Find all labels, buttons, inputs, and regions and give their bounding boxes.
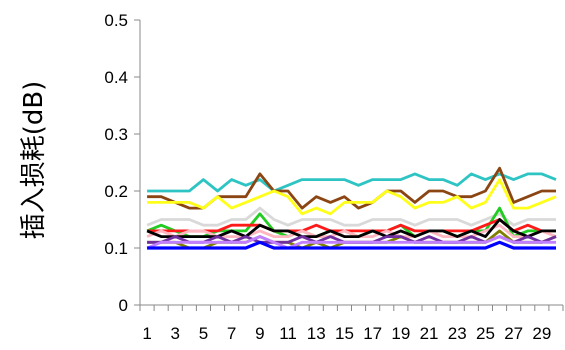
y-tick-label: 0.2 bbox=[104, 182, 128, 201]
x-tick-label: 15 bbox=[335, 324, 354, 343]
x-tick-label: 5 bbox=[199, 324, 208, 343]
x-tick-label: 23 bbox=[448, 324, 467, 343]
y-tick-label: 0 bbox=[119, 296, 128, 315]
x-tick-label: 17 bbox=[363, 324, 382, 343]
x-tick-label: 13 bbox=[307, 324, 326, 343]
x-tick-label: 11 bbox=[279, 324, 297, 343]
series-line-11 bbox=[146, 235, 556, 250]
x-tick-label: 27 bbox=[504, 324, 523, 343]
x-tick-label: 21 bbox=[420, 324, 439, 343]
series-line-1 bbox=[147, 172, 557, 193]
x-tick-label: 9 bbox=[255, 324, 264, 343]
x-tick-label: 29 bbox=[532, 324, 551, 343]
x-tick-label: 25 bbox=[476, 324, 495, 343]
y-tick-label: 0.5 bbox=[104, 11, 128, 30]
y-tick-label: 0.4 bbox=[104, 68, 128, 87]
series-line-6 bbox=[147, 218, 556, 233]
x-tick-label: 1 bbox=[142, 324, 151, 343]
axes bbox=[134, 19, 564, 311]
x-tick-label: 7 bbox=[227, 324, 236, 343]
series-line-4 bbox=[146, 206, 556, 227]
series-lines bbox=[146, 166, 557, 250]
series-line-12 bbox=[147, 240, 556, 250]
y-tick-label: 0.1 bbox=[104, 239, 128, 258]
y-tick-label: 0.3 bbox=[104, 125, 128, 144]
x-tick-label: 19 bbox=[391, 324, 410, 343]
series-line-3 bbox=[147, 178, 557, 216]
y-tick-labels: 0 0.1 0.2 0.3 0.4 0.5 bbox=[104, 11, 128, 315]
x-tick-labels: 1 3 5 7 9 11 13 15 17 19 21 23 25 27 29 bbox=[142, 324, 551, 343]
x-tick-label: 3 bbox=[171, 324, 180, 343]
y-axis-label: 插入损耗(dB) bbox=[19, 81, 49, 240]
